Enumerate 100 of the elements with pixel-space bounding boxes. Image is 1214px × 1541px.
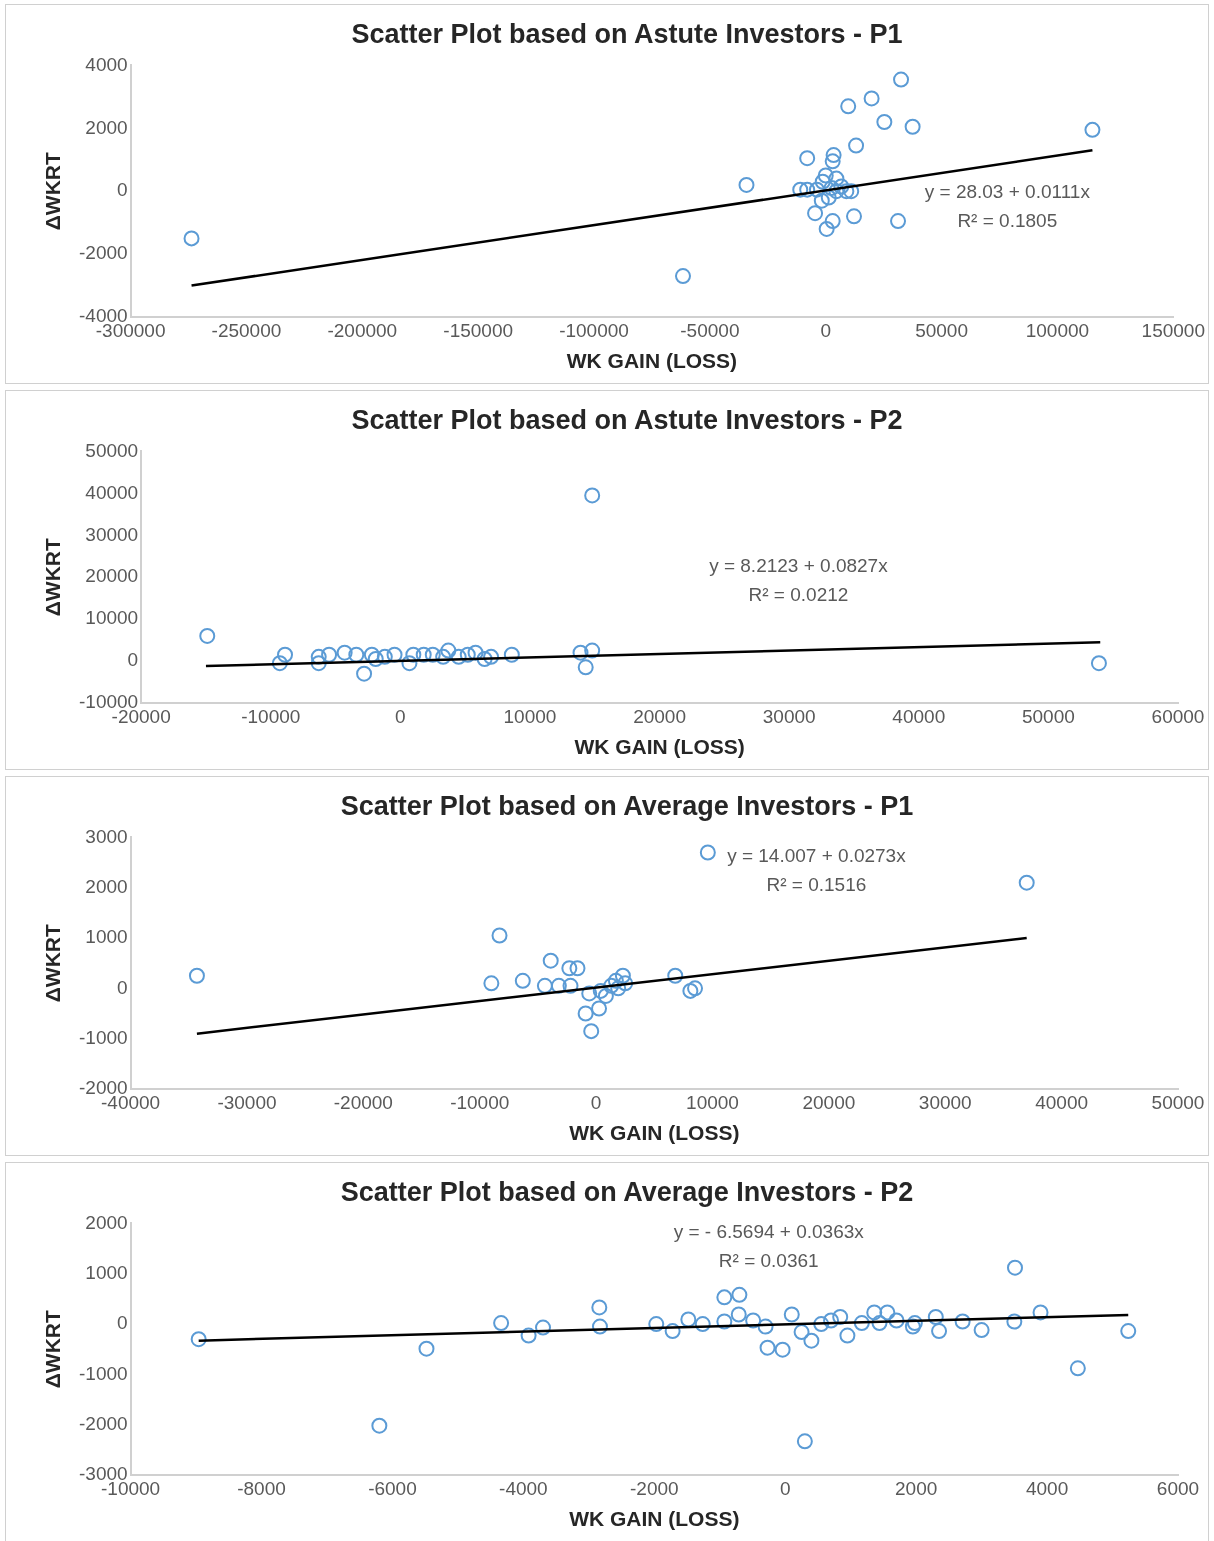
point [583,1023,600,1040]
x-tick-label: -50000 [680,319,740,341]
point [1007,1259,1023,1276]
point [774,1341,791,1358]
x-tick-label: -6000 [368,1477,417,1499]
point [435,648,452,665]
y-tick-label: 2000 [85,1211,128,1233]
x-tick-label: 150000 [1141,319,1205,341]
x-tick-label: 0 [590,1091,602,1113]
point [803,1332,820,1349]
x-tick-label: -20000 [333,1091,393,1113]
point [817,167,834,184]
point [807,205,824,222]
x-tick-label: -150000 [443,319,514,341]
y-axis-title: ΔWKRT [40,923,64,1003]
y-tick-label: 50000 [85,439,139,461]
point [336,644,353,661]
point [562,977,579,994]
y-tick-label: 10000 [85,607,139,629]
point [493,1315,510,1332]
point [973,1322,990,1339]
point [888,1312,905,1329]
y-tick-label: 2000 [85,875,128,897]
chart-title: Scatter Plot based on Astute Investors - P1 [351,18,903,49]
x-tick-label: 20000 [802,1091,856,1113]
point [536,977,553,994]
point [838,183,855,200]
point [550,977,567,994]
point [716,1289,733,1306]
point [799,150,816,167]
x-tick-label: -10000 [241,705,301,727]
point [367,650,384,667]
point [371,1417,388,1434]
point [569,960,586,977]
point [824,213,841,230]
point [1120,1323,1137,1340]
point [823,1312,840,1329]
x-axis-title: WK GAIN (LOSS) [566,349,738,373]
x-tick-label: 0 [820,319,832,341]
point [610,980,627,997]
point [863,90,880,107]
point [1032,1304,1049,1321]
point [890,213,907,230]
point [491,927,508,944]
point [1084,121,1101,138]
x-axis-title: WK GAIN (LOSS) [574,735,745,759]
chart-title: Scatter Plot based on Astute Investors - P2 [351,404,903,435]
point [799,181,816,198]
point [848,137,865,154]
point [664,1323,681,1340]
point [591,1000,608,1017]
x-tick-label: 40000 [1035,1091,1089,1113]
point [823,180,840,197]
x-tick-label: 10000 [686,1091,739,1113]
y-tick-label: 20000 [85,565,139,587]
point [617,975,634,992]
y-axis-title: ΔWKRT [40,151,64,231]
x-tick-label: 30000 [762,705,816,727]
point [824,153,841,170]
point [833,178,850,195]
point [699,844,716,861]
point [783,1306,800,1323]
point [418,1340,435,1357]
point [759,1339,776,1356]
point [572,644,589,661]
point [675,268,691,285]
point [348,646,365,663]
point [716,1313,733,1330]
y-tick-label: 2000 [85,116,128,138]
x-tick-label: 2000 [895,1477,938,1499]
point [514,972,531,989]
point [813,192,830,209]
point [476,650,493,667]
point [738,176,755,193]
point [376,648,393,665]
y-tick-label: 40000 [85,481,139,503]
point [680,1311,697,1328]
point [542,952,559,969]
point [584,642,601,659]
point [853,1315,870,1332]
x-tick-label: -8000 [237,1477,286,1499]
y-tick-label: 1000 [85,926,128,948]
point [846,208,862,225]
point [577,659,594,676]
point [792,181,809,198]
annotation: R² = 0.0361 [718,1250,819,1272]
chart-title: Scatter Plot based on Average Investors - P1 [340,790,914,821]
x-tick-label: 50000 [1151,1091,1205,1113]
point [183,230,200,247]
x-tick-label: 4000 [1025,1477,1069,1499]
point [271,655,288,672]
point [730,1306,747,1323]
point [597,987,614,1004]
annotation: R² = 0.0212 [748,583,849,605]
point [581,985,598,1002]
x-tick-label: 40000 [892,705,946,727]
point [871,1315,888,1332]
y-tick-label: 0 [117,1312,128,1334]
point [483,975,500,992]
y-tick-label: 4000 [85,53,128,75]
